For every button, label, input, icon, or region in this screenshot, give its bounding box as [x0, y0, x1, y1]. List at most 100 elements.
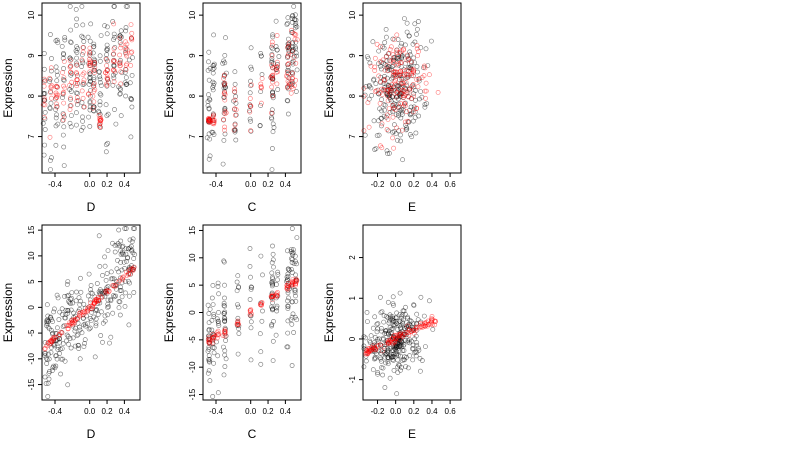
data-point: [375, 370, 381, 375]
x-tick-label: -0.4: [48, 180, 62, 189]
data-point: [361, 85, 367, 91]
data-point: [222, 97, 228, 103]
data-point: [247, 109, 253, 115]
data-point: [383, 331, 389, 336]
data-point: [126, 271, 131, 276]
data-point: [97, 76, 103, 82]
data-point: [104, 57, 109, 62]
data-point: [111, 46, 117, 52]
data-point: [207, 378, 213, 384]
data-point: [284, 69, 290, 75]
data-point: [396, 62, 402, 68]
data-point: [285, 303, 291, 309]
data-point: [93, 323, 99, 329]
data-point: [68, 69, 73, 75]
data-point: [85, 91, 91, 97]
data-point: [68, 40, 74, 45]
data-point: [207, 153, 213, 159]
data-point: [269, 84, 275, 90]
data-point: [223, 110, 229, 116]
data-point: [415, 76, 421, 82]
data-point: [361, 364, 367, 370]
data-point: [258, 85, 264, 91]
data-point: [390, 316, 396, 321]
data-point: [258, 253, 264, 259]
data-point: [414, 349, 420, 355]
data-point: [45, 394, 51, 399]
data-point: [387, 324, 393, 330]
data-point: [286, 86, 291, 92]
data-point: [288, 90, 294, 96]
data-point: [110, 67, 116, 73]
data-point: [233, 94, 238, 99]
data-point: [232, 97, 238, 103]
data-point: [293, 60, 299, 66]
data-point: [91, 60, 97, 66]
data-points-bottom-left: [42, 226, 138, 399]
data-point: [394, 343, 400, 349]
data-point: [247, 103, 253, 109]
data-point: [123, 28, 128, 34]
data-point: [63, 311, 69, 317]
data-point: [410, 357, 416, 363]
data-point: [285, 54, 291, 59]
data-point: [206, 59, 211, 65]
data-point: [49, 56, 54, 61]
data-point: [273, 282, 279, 287]
data-point: [129, 73, 135, 78]
data-point: [211, 334, 217, 340]
data-point: [394, 32, 400, 38]
data-point: [384, 112, 390, 118]
y-tick-label: 7: [348, 134, 357, 139]
data-point: [73, 22, 79, 28]
data-point: [271, 125, 277, 130]
data-point: [129, 49, 135, 55]
data-point: [50, 331, 55, 337]
y-tick-label: 10: [27, 251, 36, 260]
data-point: [293, 298, 299, 304]
data-point: [365, 351, 371, 357]
data-point: [129, 266, 135, 272]
data-point: [223, 35, 228, 41]
data-point: [60, 70, 65, 75]
data-point: [74, 289, 79, 295]
data-point: [401, 348, 407, 353]
data-point: [390, 129, 396, 135]
data-point: [222, 331, 228, 337]
data-point: [57, 351, 62, 356]
data-point: [412, 336, 418, 342]
data-point: [233, 137, 239, 143]
data-point: [395, 357, 401, 363]
data-point: [85, 307, 91, 313]
data-point: [211, 345, 217, 351]
data-point: [374, 133, 380, 138]
data-point: [131, 290, 137, 295]
data-point: [215, 328, 221, 334]
data-point: [289, 270, 295, 275]
data-point: [387, 92, 393, 97]
data-point: [269, 323, 274, 329]
data-point: [68, 124, 74, 130]
data-point: [215, 280, 221, 286]
data-point: [90, 93, 96, 99]
data-point: [381, 113, 387, 119]
data-point: [407, 317, 413, 323]
data-point: [374, 329, 380, 335]
data-point: [222, 109, 228, 114]
data-point: [380, 44, 385, 50]
data-point: [207, 306, 213, 312]
data-point: [42, 110, 48, 115]
data-point: [54, 94, 60, 100]
data-point: [221, 94, 227, 100]
data-point: [206, 77, 212, 83]
data-point: [400, 343, 406, 349]
data-point: [248, 357, 254, 363]
data-point: [91, 88, 97, 94]
data-point: [382, 328, 388, 334]
data-point: [426, 298, 432, 304]
data-point: [235, 318, 241, 324]
data-point: [290, 250, 296, 256]
data-point: [104, 81, 109, 87]
data-point: [380, 372, 385, 378]
data-point: [285, 330, 291, 336]
